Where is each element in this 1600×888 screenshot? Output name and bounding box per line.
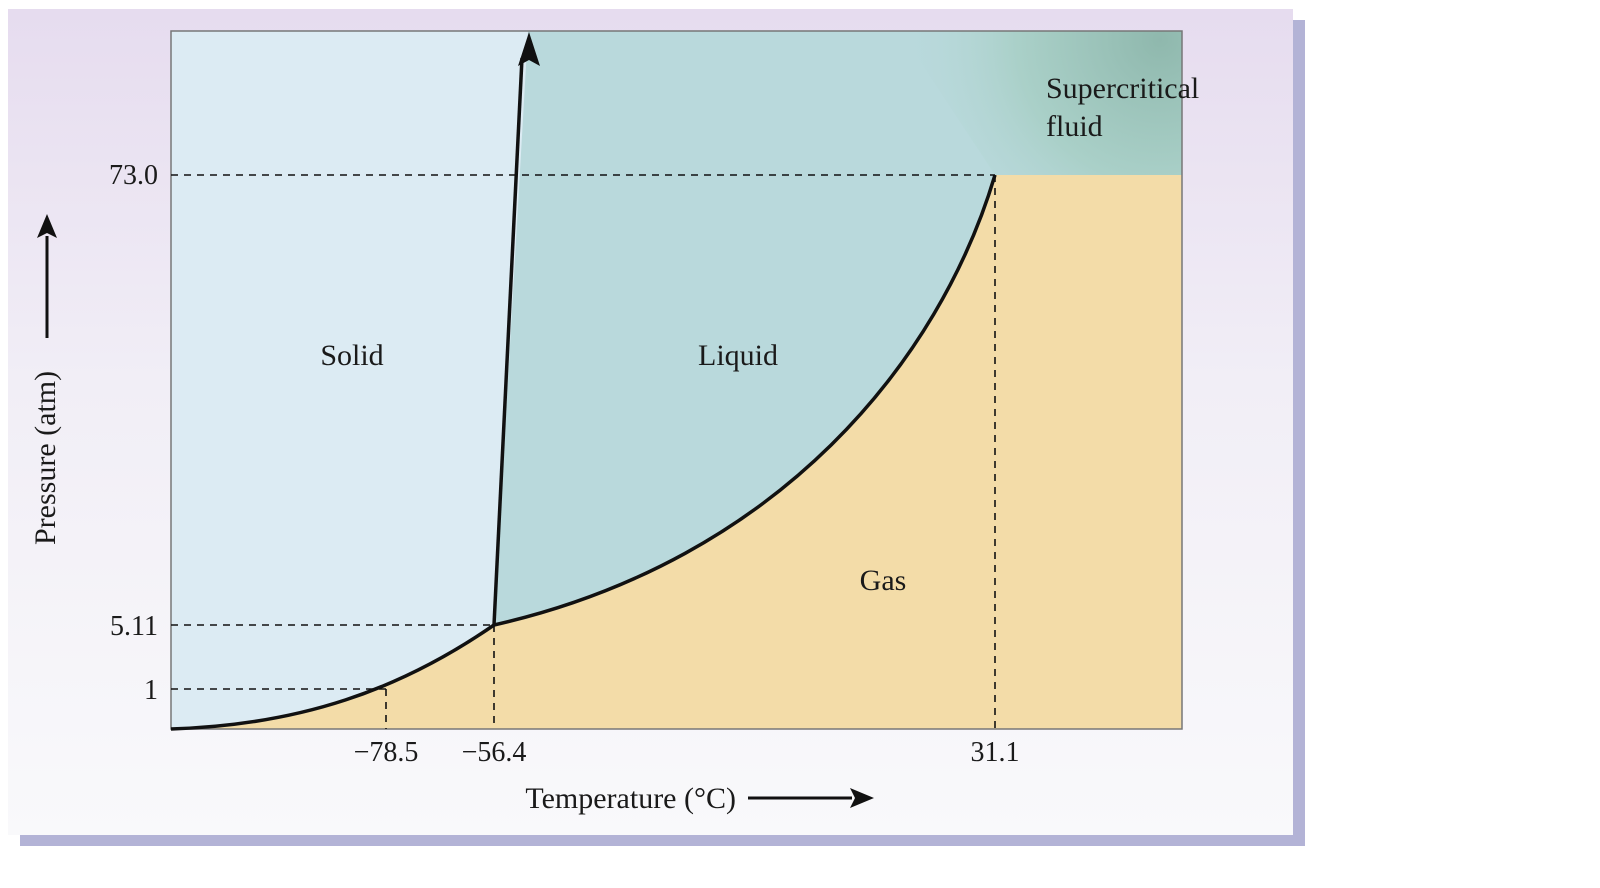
supercritical-region (900, 31, 1182, 175)
y-tick-critical-pressure: 73.0 (109, 160, 158, 191)
x-tick-critical-temp: 31.1 (971, 737, 1020, 768)
x-axis-title: Temperature (°C) (525, 782, 736, 815)
vaporization-curve (493, 174, 997, 627)
x-tick-sublimation-temp: −78.5 (354, 737, 419, 768)
melting-curve-arrowhead (518, 32, 540, 66)
x-tick-triple-temp: −56.4 (462, 737, 527, 768)
y-axis-arrow (37, 214, 57, 338)
guide-lines (171, 174, 996, 729)
gas-region (171, 175, 1182, 729)
y-tick-triple-pressure: 5.11 (110, 611, 158, 642)
x-axis-arrow (748, 788, 874, 808)
supercritical-label-line2: fluid (1046, 110, 1103, 143)
y-tick-one-atm: 1 (144, 675, 158, 706)
liquid-region (494, 31, 1182, 625)
plot-border (170, 30, 1183, 730)
gas-label: Gas (860, 564, 907, 597)
supercritical-label-line1: Supercritical (1046, 72, 1199, 105)
sublimation-curve (170, 623, 495, 731)
liquid-label: Liquid (698, 339, 778, 372)
y-axis-title: Pressure (atm) (29, 371, 62, 545)
solid-label: Solid (320, 339, 383, 372)
melting-curve (492, 57, 524, 626)
